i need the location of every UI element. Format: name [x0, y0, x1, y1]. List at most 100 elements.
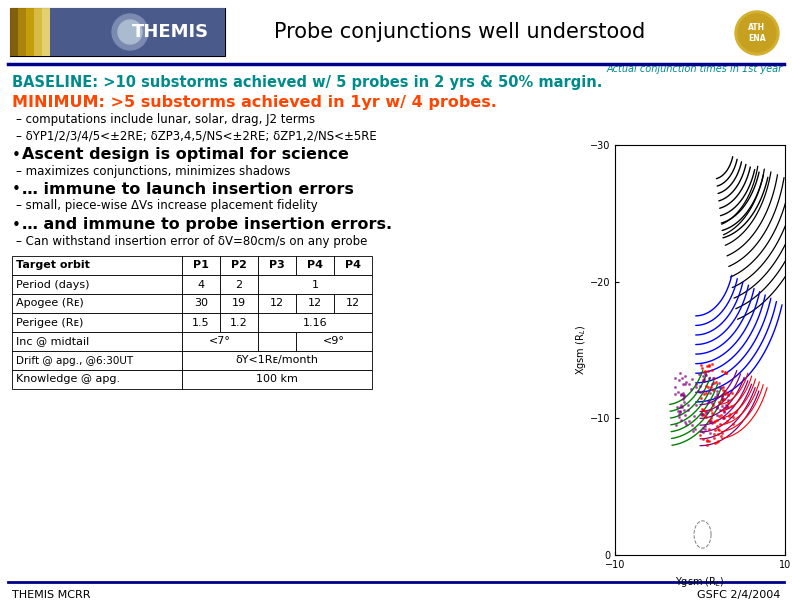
- Bar: [182, 370, 372, 389]
- Text: •: •: [12, 217, 21, 233]
- Text: P2: P2: [231, 261, 247, 271]
- Point: [716, 414, 729, 424]
- Bar: [220, 294, 258, 313]
- Point: [679, 409, 691, 419]
- Point: [697, 406, 710, 416]
- Text: 12: 12: [346, 299, 360, 308]
- Point: [701, 436, 714, 446]
- Text: <7°: <7°: [209, 337, 231, 346]
- Bar: [334, 294, 372, 313]
- Text: ATH
ENA: ATH ENA: [748, 23, 766, 43]
- Text: 12: 12: [270, 299, 284, 308]
- Point: [678, 397, 691, 406]
- Point: [697, 374, 710, 384]
- Point: [712, 411, 725, 421]
- Point: [720, 403, 733, 413]
- Point: [677, 388, 690, 398]
- Point: [710, 377, 722, 387]
- Point: [717, 394, 729, 404]
- Text: Target orbit: Target orbit: [16, 261, 89, 271]
- Point: [714, 419, 726, 429]
- Point: [701, 407, 714, 417]
- Point: [672, 406, 684, 416]
- Point: [706, 365, 718, 375]
- Point: [718, 413, 731, 423]
- Point: [710, 401, 723, 411]
- Point: [689, 424, 702, 434]
- Point: [676, 394, 689, 404]
- Bar: [258, 275, 372, 294]
- Point: [708, 433, 721, 443]
- Point: [718, 403, 730, 413]
- Point: [680, 419, 692, 428]
- Point: [703, 360, 715, 370]
- Point: [722, 389, 734, 398]
- Point: [711, 403, 724, 412]
- Text: P1: P1: [193, 261, 209, 271]
- Text: 4: 4: [197, 280, 204, 289]
- Point: [698, 389, 710, 399]
- Point: [674, 406, 687, 416]
- Bar: [26, 8, 34, 56]
- Text: Actual conjunction times in 1st year: Actual conjunction times in 1st year: [607, 64, 783, 74]
- X-axis label: Ygsm (R$_L$): Ygsm (R$_L$): [676, 575, 725, 589]
- Point: [695, 409, 708, 419]
- Point: [701, 440, 714, 450]
- Point: [675, 416, 687, 425]
- Point: [716, 391, 729, 401]
- Point: [682, 400, 695, 410]
- Point: [697, 424, 710, 433]
- Point: [703, 416, 715, 426]
- Bar: [18, 8, 26, 56]
- Bar: [258, 294, 296, 313]
- Point: [679, 379, 691, 389]
- Point: [702, 366, 714, 376]
- Point: [683, 416, 695, 426]
- Point: [696, 409, 709, 419]
- Bar: [12, 256, 182, 275]
- Point: [709, 392, 722, 402]
- Point: [714, 384, 727, 394]
- Point: [699, 424, 712, 434]
- Point: [674, 390, 687, 400]
- Point: [704, 416, 717, 426]
- Point: [698, 367, 710, 377]
- Point: [720, 387, 733, 397]
- Text: •: •: [12, 147, 21, 163]
- Point: [726, 419, 739, 429]
- Point: [711, 386, 724, 396]
- Point: [693, 381, 706, 391]
- Point: [672, 375, 685, 385]
- Point: [709, 425, 722, 435]
- Point: [708, 373, 721, 382]
- Bar: [182, 256, 220, 275]
- Bar: [220, 275, 258, 294]
- Bar: [10, 8, 225, 56]
- Bar: [182, 332, 258, 351]
- Point: [711, 424, 724, 434]
- Text: Period (days): Period (days): [16, 280, 89, 289]
- Point: [725, 401, 737, 411]
- Point: [704, 428, 717, 438]
- Point: [710, 392, 723, 401]
- Point: [716, 428, 729, 438]
- Bar: [42, 8, 50, 56]
- Point: [700, 436, 713, 446]
- Text: 1.16: 1.16: [303, 318, 327, 327]
- Text: P3: P3: [269, 261, 285, 271]
- Circle shape: [118, 20, 142, 44]
- Point: [690, 379, 703, 389]
- Bar: [258, 313, 372, 332]
- Circle shape: [738, 14, 776, 52]
- Point: [692, 386, 705, 396]
- Point: [715, 392, 728, 401]
- Point: [718, 406, 730, 416]
- Point: [678, 392, 691, 401]
- Text: 100 km: 100 km: [256, 375, 298, 384]
- Point: [718, 394, 730, 404]
- Point: [713, 398, 725, 408]
- Point: [697, 371, 710, 381]
- Point: [695, 426, 707, 436]
- Text: 1.2: 1.2: [230, 318, 248, 327]
- Point: [722, 411, 735, 421]
